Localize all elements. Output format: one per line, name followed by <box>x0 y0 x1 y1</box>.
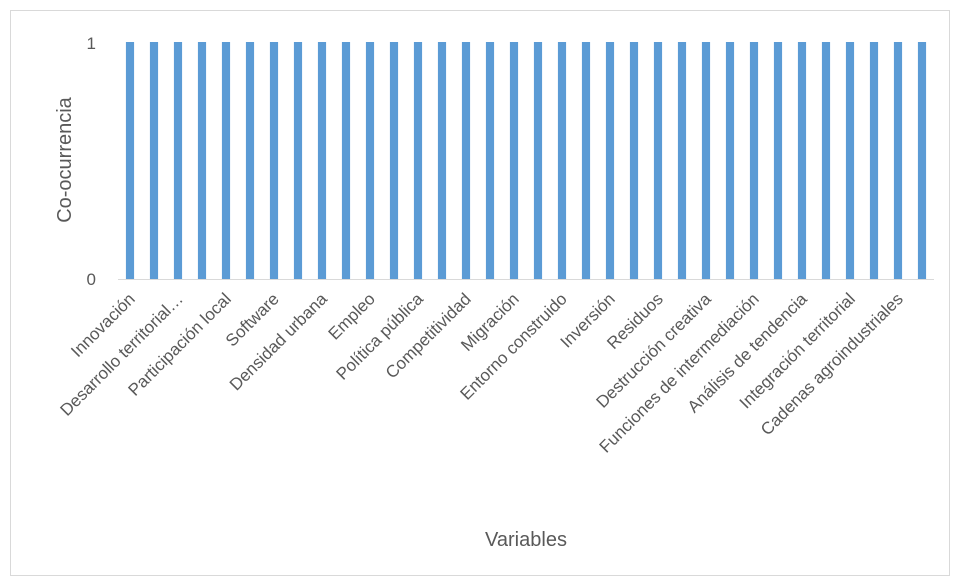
bar-series <box>125 42 927 279</box>
bar-8 <box>317 42 327 279</box>
bar-5 <box>245 42 255 279</box>
bar-14 <box>461 42 471 279</box>
bar-13 <box>437 42 447 279</box>
bar-23 <box>677 42 687 279</box>
bar-0 <box>125 42 135 279</box>
x-tick-label-7: Competitividad <box>382 289 475 382</box>
y-tick-label-1: 1 <box>87 34 96 53</box>
bar-2 <box>173 42 183 279</box>
bar-9 <box>341 42 351 279</box>
bar-27 <box>773 42 783 279</box>
x-axis-title: Variables <box>485 529 567 551</box>
bar-21 <box>629 42 639 279</box>
bar-15 <box>485 42 495 279</box>
y-axis-ticks: 1 0 <box>87 34 96 289</box>
bar-25 <box>725 42 735 279</box>
bar-22 <box>653 42 663 279</box>
bar-26 <box>749 42 759 279</box>
bar-11 <box>389 42 399 279</box>
bar-3 <box>197 42 207 279</box>
bar-31 <box>869 42 879 279</box>
bar-7 <box>293 42 303 279</box>
bar-10 <box>365 42 375 279</box>
bar-18 <box>557 42 567 279</box>
bar-33 <box>917 42 927 279</box>
bar-32 <box>893 42 903 279</box>
chart-frame <box>10 10 950 576</box>
bar-24 <box>701 42 711 279</box>
bar-1 <box>149 42 159 279</box>
bar-16 <box>509 42 519 279</box>
bar-12 <box>413 42 423 279</box>
bar-19 <box>581 42 591 279</box>
x-tick-label-6: Política pública <box>333 289 428 384</box>
y-tick-label-0: 0 <box>87 270 96 289</box>
bar-28 <box>797 42 807 279</box>
bar-20 <box>605 42 615 279</box>
bar-4 <box>221 42 231 279</box>
bar-6 <box>269 42 279 279</box>
bar-30 <box>845 42 855 279</box>
bar-29 <box>821 42 831 279</box>
bar-17 <box>533 42 543 279</box>
y-axis-title: Co-ocurrencia <box>54 96 76 222</box>
